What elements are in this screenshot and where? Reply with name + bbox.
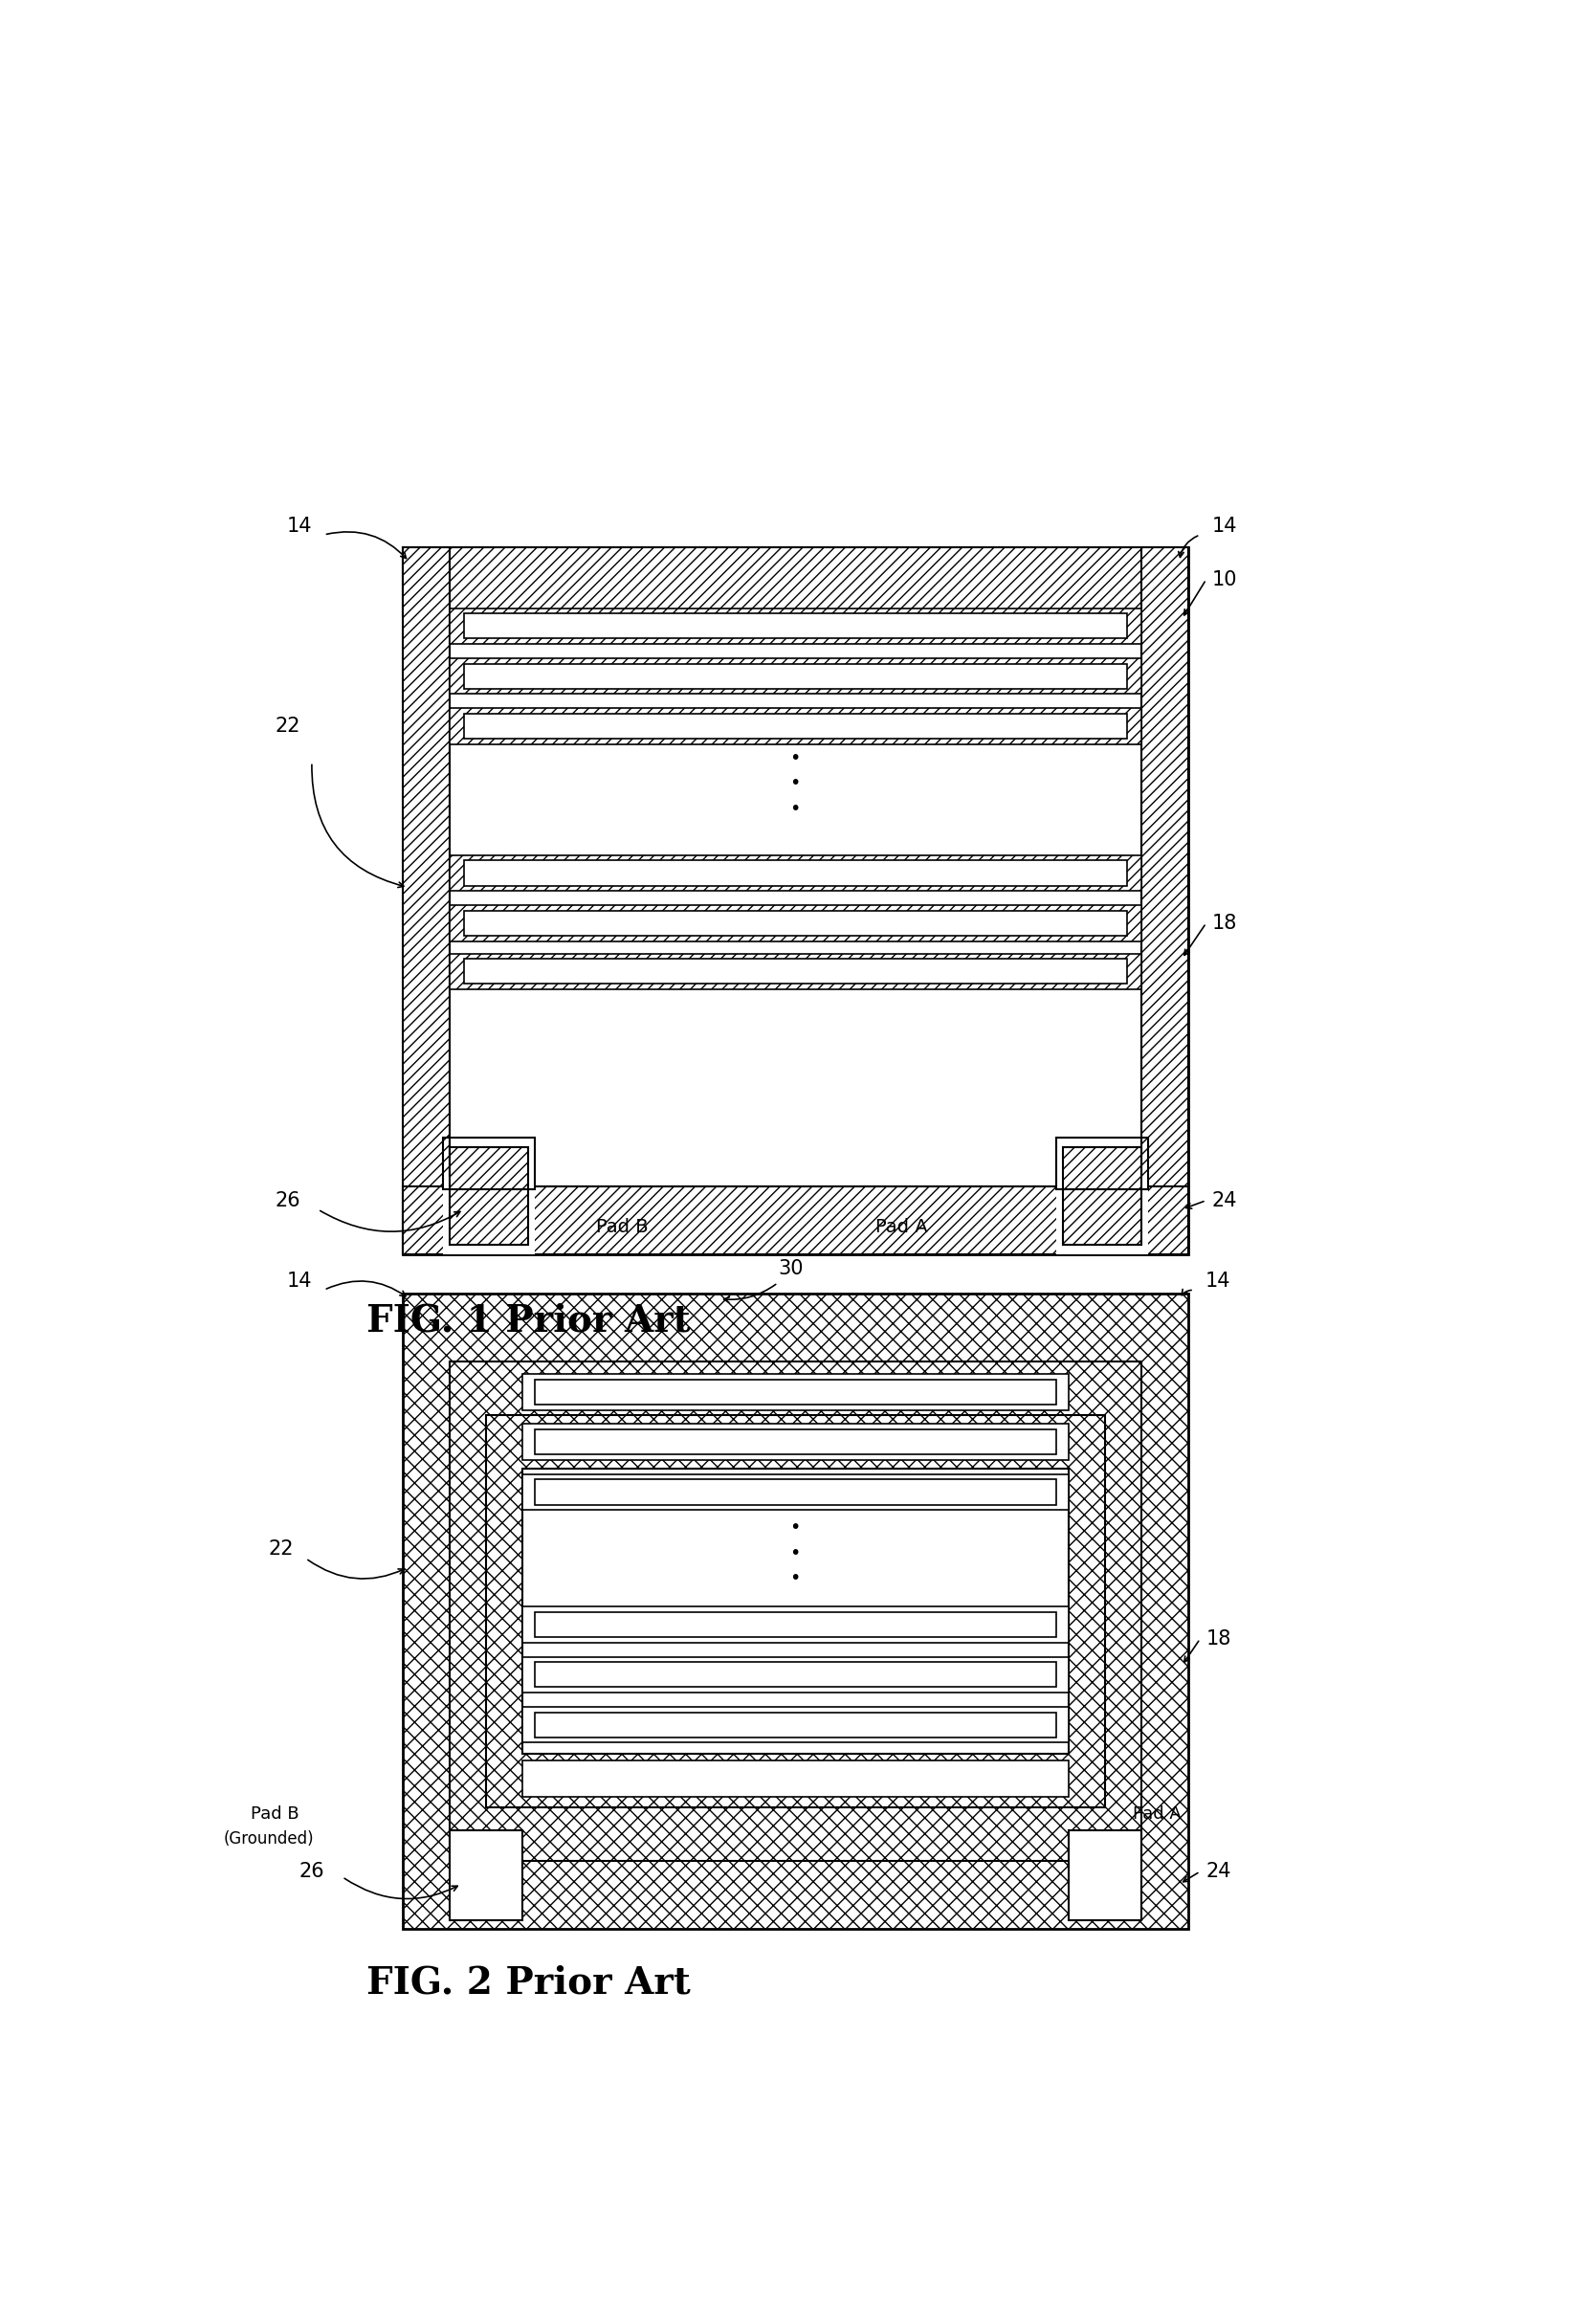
Bar	[449, 855, 1141, 890]
Bar	[465, 960, 1127, 983]
Text: 18: 18	[1212, 913, 1237, 932]
Text: 22: 22	[275, 716, 300, 737]
Bar	[465, 911, 1127, 937]
Bar	[523, 1425, 1069, 1459]
Bar	[1057, 1178, 1148, 1255]
Text: Pad A: Pad A	[876, 1218, 928, 1236]
Text: 24: 24	[1206, 1862, 1231, 1880]
Text: •
•
•: • • •	[790, 748, 801, 818]
Bar	[449, 1146, 529, 1246]
Bar	[403, 1185, 1188, 1255]
Bar	[449, 658, 1141, 695]
Bar	[523, 1762, 1069, 1796]
Bar	[523, 1706, 1069, 1743]
Bar	[465, 713, 1127, 739]
Bar	[449, 616, 1141, 1185]
Bar	[534, 1662, 1057, 1687]
Text: 14: 14	[1206, 1271, 1231, 1290]
Bar	[1057, 1139, 1148, 1190]
Bar	[523, 1469, 1069, 1752]
Bar	[465, 614, 1127, 639]
Bar	[465, 665, 1127, 688]
Bar	[523, 1606, 1069, 1643]
Text: 24: 24	[1212, 1190, 1237, 1211]
Text: •
•
•: • • •	[790, 1518, 801, 1587]
Bar	[443, 1178, 534, 1255]
Text: 14: 14	[287, 1271, 312, 1290]
Bar	[523, 1473, 1069, 1511]
Bar	[449, 906, 1141, 941]
Text: 14: 14	[287, 516, 312, 535]
Bar	[534, 1380, 1057, 1404]
Bar	[523, 1657, 1069, 1692]
Text: 30: 30	[777, 1260, 804, 1278]
Bar	[449, 609, 1141, 644]
Text: Pad B: Pad B	[251, 1806, 300, 1822]
Text: 26: 26	[300, 1862, 325, 1880]
Bar	[534, 1429, 1057, 1455]
Bar	[449, 1362, 1141, 1862]
Text: (Grounded): (Grounded)	[225, 1831, 314, 1848]
Bar	[1063, 1146, 1141, 1246]
Bar	[449, 616, 1141, 1185]
Bar	[1141, 548, 1188, 1255]
Text: Pad A: Pad A	[1134, 1806, 1182, 1822]
Text: 26: 26	[275, 1190, 300, 1211]
Text: 14: 14	[1212, 516, 1237, 535]
Text: 22: 22	[268, 1541, 294, 1559]
Bar	[534, 1713, 1057, 1738]
Bar	[465, 860, 1127, 885]
Bar	[449, 953, 1141, 990]
Bar	[443, 1139, 534, 1190]
Bar	[534, 1480, 1057, 1504]
Text: FIG. 1 Prior Art: FIG. 1 Prior Art	[367, 1301, 691, 1339]
Bar	[403, 1294, 1188, 1929]
Text: 10: 10	[1212, 569, 1237, 588]
Bar	[449, 1831, 523, 1920]
Bar	[403, 548, 1188, 616]
Bar	[449, 709, 1141, 744]
Text: FIG. 2 Prior Art: FIG. 2 Prior Art	[367, 1964, 691, 2001]
Bar	[403, 548, 1188, 1255]
Bar	[534, 1613, 1057, 1636]
Text: 18: 18	[1206, 1629, 1231, 1648]
Bar	[485, 1415, 1105, 1808]
Bar	[403, 548, 449, 1255]
Bar	[523, 1373, 1069, 1411]
Text: Pad B: Pad B	[597, 1218, 648, 1236]
Bar	[1069, 1831, 1141, 1920]
